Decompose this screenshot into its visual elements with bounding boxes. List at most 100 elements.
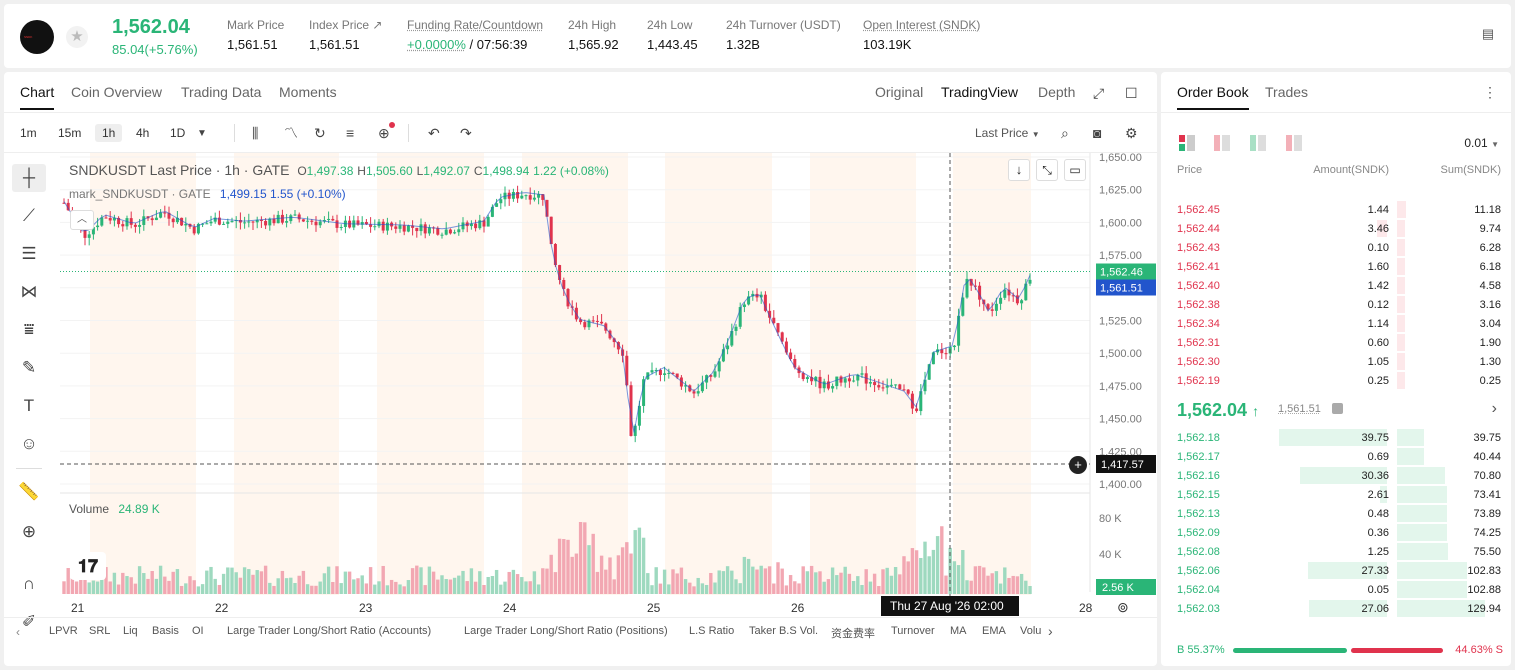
ask-row[interactable]: 1,562.45 1.44 11.18 <box>1161 200 1511 219</box>
channel-tool-icon[interactable]: ☰ <box>21 244 37 263</box>
ask-row[interactable]: 1,562.19 0.25 0.25 <box>1161 371 1511 390</box>
zoom-in-tool-icon[interactable]: ⊕ <box>21 522 37 541</box>
layout-buy-icon[interactable] <box>1250 135 1266 151</box>
notes-icon[interactable]: ▤ <box>1481 26 1495 41</box>
emoji-tool-icon[interactable]: ☺ <box>20 434 38 453</box>
volume-bar <box>284 578 289 594</box>
layout-sell-bars-icon[interactable] <box>1214 135 1230 151</box>
interval-15m[interactable]: 15m <box>58 126 82 140</box>
candle <box>138 224 142 227</box>
indicator-tab[interactable]: EMA <box>982 625 1006 637</box>
bid-row[interactable]: 1,562.06 27.33 102.83 <box>1161 561 1511 580</box>
candlestick-chart[interactable]: 1,650.001,625.001,600.001,575.001,550.00… <box>4 72 1157 666</box>
bid-row[interactable]: 1,562.13 0.48 73.89 <box>1161 504 1511 523</box>
scroll-left-icon[interactable]: ‹ <box>16 625 20 639</box>
scroll-right-icon[interactable]: › <box>1048 623 1053 639</box>
brush-tool-icon[interactable]: ✎ <box>21 358 37 377</box>
ruler-tool-icon[interactable]: 📏 <box>18 482 40 501</box>
view-depth[interactable]: Depth <box>1038 84 1076 100</box>
indicator-tab[interactable]: Liq <box>123 625 138 637</box>
tab-moments[interactable]: Moments <box>279 84 337 100</box>
fib-tool-icon[interactable]: ⩸ <box>23 320 35 339</box>
tab-trades[interactable]: Trades <box>1265 84 1309 100</box>
view-tradingview[interactable]: TradingView <box>941 84 1019 100</box>
favorite-star-icon[interactable]: ★ <box>66 26 88 48</box>
text-tool-icon[interactable]: T <box>23 396 35 415</box>
indicator-tab[interactable]: Large Trader Long/Short Ratio (Accounts) <box>227 625 432 637</box>
camera-icon[interactable]: ◙ <box>1093 125 1102 141</box>
bid-row[interactable]: 1,562.18 39.75 39.75 <box>1161 428 1511 447</box>
indicator-tab[interactable]: Turnover <box>891 625 935 637</box>
more-options-icon[interactable]: ⋮ <box>1483 84 1497 100</box>
chevron-right-icon[interactable]: › <box>1491 400 1497 417</box>
redo-icon[interactable]: ↷ <box>460 125 472 141</box>
chevron-down-icon[interactable]: ▼ <box>197 128 207 139</box>
view-original[interactable]: Original <box>875 84 924 100</box>
bid-row[interactable]: 1,562.16 30.36 70.80 <box>1161 466 1511 485</box>
indicator-tab[interactable]: L.S Ratio <box>689 625 735 637</box>
expand-icon[interactable]: ⤢ <box>1093 85 1105 101</box>
collapse-legend-icon[interactable]: ︿ <box>70 210 94 230</box>
indicator-tab[interactable]: 资金费率 <box>831 628 875 640</box>
indicators-icon[interactable]: 〽 <box>284 125 298 141</box>
candle <box>952 345 956 348</box>
indicator-tab[interactable]: Volu <box>1020 625 1042 637</box>
indicator-tab[interactable]: LPVR <box>49 625 78 637</box>
undo-icon[interactable]: ↶ <box>428 125 440 141</box>
bid-row[interactable]: 1,562.09 0.36 74.25 <box>1161 523 1511 542</box>
layout-sell-icon[interactable] <box>1286 135 1302 151</box>
layout-both-icon[interactable] <box>1179 135 1195 151</box>
bid-row[interactable]: 1,562.15 2.61 73.41 <box>1161 485 1511 504</box>
bid-row[interactable]: 1,562.08 1.25 75.50 <box>1161 542 1511 561</box>
ask-row[interactable]: 1,562.43 0.10 6.28 <box>1161 238 1511 257</box>
precision-select[interactable]: 0.01 ▼ <box>1464 136 1499 150</box>
ask-row[interactable]: 1,562.38 0.12 3.16 <box>1161 295 1511 314</box>
candle-type-icon[interactable]: ⫼ <box>252 125 259 141</box>
fullscreen-icon[interactable]: ⤡ <box>1036 159 1058 181</box>
volume-bar <box>524 581 528 594</box>
indicator-tab[interactable]: MA <box>950 625 967 637</box>
indicator-tab[interactable]: OI <box>192 625 204 637</box>
draw-lock-tool-icon[interactable]: ✐ <box>21 612 37 631</box>
add-alert-icon[interactable]: ⊕ <box>378 122 395 141</box>
stat-index-price[interactable]: Index Price ↗ 1,561.51 <box>309 18 382 52</box>
trendline-tool-icon[interactable]: ⟋ <box>23 206 35 225</box>
add-level-icon[interactable]: + <box>1069 456 1087 474</box>
ask-row[interactable]: 1,562.41 1.60 6.18 <box>1161 257 1511 276</box>
interval-1d[interactable]: 1D <box>170 126 186 140</box>
volume-bar <box>347 571 352 594</box>
ask-row[interactable]: 1,562.34 1.14 3.04 <box>1161 314 1511 333</box>
price-source-select[interactable]: Last Price ▼ <box>975 126 1040 140</box>
ask-row[interactable]: 1,562.31 0.60 1.90 <box>1161 333 1511 352</box>
interval-4h[interactable]: 4h <box>136 126 150 140</box>
replay-icon[interactable]: ↻ <box>314 125 326 141</box>
ask-row[interactable]: 1,562.44 3.46 9.74 <box>1161 219 1511 238</box>
scroll-down-icon[interactable]: ↓ <box>1008 159 1030 181</box>
indicator-tab[interactable]: Basis <box>152 625 179 637</box>
pattern-tool-icon[interactable]: ⋈ <box>20 282 38 301</box>
tab-trading-data[interactable]: Trading Data <box>181 84 262 100</box>
interval-1m[interactable]: 1m <box>20 126 37 140</box>
indicator-tab[interactable]: Large Trader Long/Short Ratio (Positions… <box>464 625 668 637</box>
candle <box>306 220 310 222</box>
tab-coin-overview[interactable]: Coin Overview <box>71 84 163 100</box>
templates-icon[interactable]: ≡ <box>346 125 355 141</box>
interval-1h[interactable]: 1h <box>95 124 123 142</box>
volume-bar <box>767 566 772 594</box>
ask-row[interactable]: 1,562.30 1.05 1.30 <box>1161 352 1511 371</box>
tab-order-book[interactable]: Order Book <box>1177 84 1249 110</box>
bid-row[interactable]: 1,562.04 0.05 102.88 <box>1161 580 1511 599</box>
tab-chart[interactable]: Chart <box>20 84 55 110</box>
indicator-tab[interactable]: Taker B.S Vol. <box>749 625 819 637</box>
window-icon[interactable]: ☐ <box>1125 85 1138 101</box>
bid-row[interactable]: 1,562.03 27.06 129.94 <box>1161 599 1511 618</box>
crosshair-tool-icon[interactable]: ┼ <box>12 164 46 192</box>
gear-icon[interactable]: ⚙ <box>1125 125 1138 141</box>
search-icon[interactable]: ⌕ <box>1061 125 1069 141</box>
magnet-tool-icon[interactable]: ∩ <box>22 574 36 593</box>
indicator-tab[interactable]: SRL <box>89 625 111 637</box>
reset-view-icon[interactable]: ⊚ <box>1117 599 1129 615</box>
maximize-icon[interactable]: ▭ <box>1064 159 1086 181</box>
ask-row[interactable]: 1,562.40 1.42 4.58 <box>1161 276 1511 295</box>
bid-row[interactable]: 1,562.17 0.69 40.44 <box>1161 447 1511 466</box>
